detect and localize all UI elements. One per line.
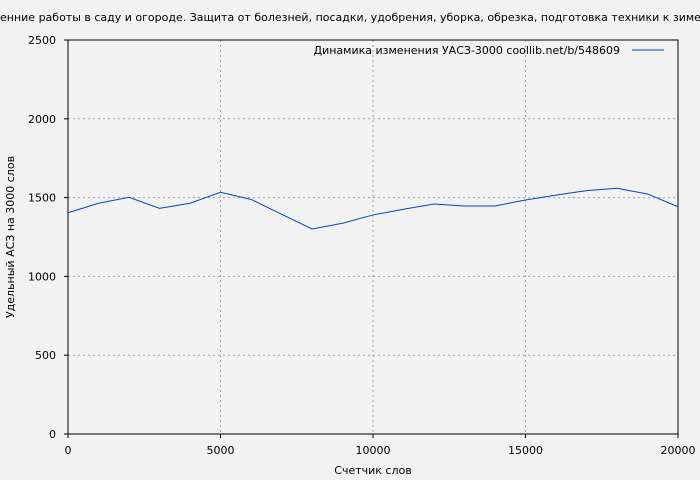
y-tick-label: 2500 bbox=[28, 34, 56, 47]
legend-label: Динамика изменения УАСЗ-3000 coollib.net… bbox=[314, 44, 621, 57]
x-tick-label: 5000 bbox=[207, 444, 235, 457]
y-tick-label: 2000 bbox=[28, 113, 56, 126]
plot-frame bbox=[67, 39, 679, 435]
x-tick-label: 0 bbox=[65, 444, 72, 457]
y-tick-label: 1000 bbox=[28, 270, 56, 283]
y-tick-label: 500 bbox=[35, 349, 56, 362]
y-tick-label: 0 bbox=[49, 428, 56, 441]
x-tick-label: 10000 bbox=[356, 444, 391, 457]
y-axis-label: Удельный АСЗ на 3000 слов bbox=[4, 156, 17, 318]
x-tick-label: 20000 bbox=[661, 444, 696, 457]
x-tick-label: 15000 bbox=[508, 444, 543, 457]
x-axis-label: Счетчик слов bbox=[334, 464, 411, 477]
y-tick-label: 1500 bbox=[28, 192, 56, 205]
series-line bbox=[67, 187, 679, 230]
chart-title: енние работы в саду и огороде. Защита от… bbox=[0, 11, 700, 24]
